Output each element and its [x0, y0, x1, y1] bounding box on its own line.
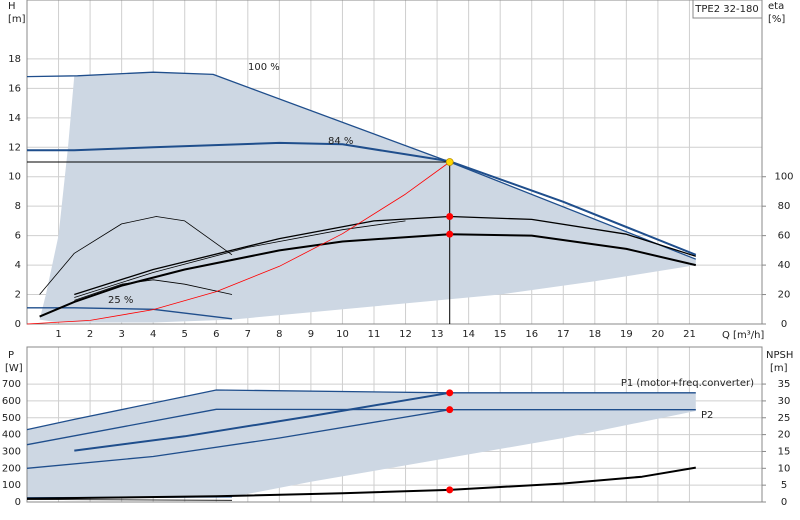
y-tick-label: 4	[15, 260, 21, 271]
curve	[74, 215, 696, 296]
y2-tick-label: 100	[774, 172, 793, 183]
x-tick-label: 1	[55, 329, 61, 340]
y-tick-label: 100	[2, 480, 21, 491]
curve	[74, 279, 233, 301]
y-tick-label: 12	[8, 142, 21, 153]
y2-axis-label: NPSH	[766, 350, 793, 361]
x-axis-label: Q [m³/h]	[722, 330, 764, 341]
y2-tick-label: 10	[778, 463, 791, 474]
x-tick-label: 8	[276, 329, 282, 340]
curve	[74, 220, 406, 298]
y-tick-label: 16	[8, 83, 21, 94]
duty-point	[446, 486, 454, 494]
y-tick-label: 10	[8, 172, 21, 183]
curve	[26, 71, 697, 260]
y-tick-label: 600	[2, 396, 21, 407]
curve-label: 25 %	[108, 295, 133, 306]
curve	[27, 141, 697, 256]
y2-tick-label: 25	[778, 413, 791, 424]
x-tick-label: 10	[336, 329, 349, 340]
y-tick-label: 500	[2, 413, 21, 424]
y-tick-label: 0	[15, 497, 21, 508]
x-tick-label: 2	[87, 329, 93, 340]
y-axis-unit: [m]	[8, 14, 26, 25]
curve	[26, 161, 450, 325]
curve	[39, 233, 697, 318]
curve	[27, 307, 233, 320]
x-tick-label: 5	[182, 329, 188, 340]
x-tick-label: 14	[462, 329, 475, 340]
curve	[26, 499, 233, 501]
curve-label: P1 (motor+freq.converter)	[621, 378, 754, 389]
y2-tick-label: 5	[781, 480, 787, 491]
curve-label: 100 %	[248, 62, 280, 73]
curve-label: 84 %	[328, 136, 353, 147]
operating-range	[27, 390, 696, 499]
y2-tick-label: 20	[778, 430, 791, 441]
curve	[26, 408, 696, 446]
y2-tick-label: 60	[778, 231, 791, 242]
curve	[39, 216, 233, 295]
y-tick-label: 18	[8, 54, 21, 65]
y-tick-label: 14	[8, 113, 21, 124]
x-tick-label: 6	[213, 329, 219, 340]
x-tick-label: 11	[368, 329, 381, 340]
y2-axis-unit: [%]	[768, 14, 785, 25]
y2-tick-label: 20	[778, 290, 791, 301]
chart-title: TPE2 32-180	[694, 4, 758, 15]
curve	[26, 389, 696, 431]
duty-point	[446, 389, 454, 397]
y-tick-label: 8	[15, 201, 21, 212]
x-tick-label: 4	[150, 329, 156, 340]
duty-point	[445, 158, 454, 166]
x-tick-label: 20	[652, 329, 665, 340]
y2-tick-label: 30	[778, 396, 791, 407]
curve	[26, 409, 450, 469]
y-tick-label: 300	[2, 446, 21, 457]
y-axis-unit: [W]	[5, 363, 23, 374]
x-tick-label: 12	[399, 329, 412, 340]
title-box	[692, 0, 763, 19]
x-tick-label: 3	[118, 329, 124, 340]
y2-axis-label: eta	[768, 1, 784, 12]
y2-tick-label: 0	[781, 319, 787, 330]
curve	[74, 391, 450, 452]
duty-point	[446, 212, 454, 220]
x-tick-label: 7	[245, 329, 251, 340]
x-tick-label: 21	[683, 329, 696, 340]
y2-tick-label: 35	[778, 379, 791, 390]
y-tick-label: 400	[2, 430, 21, 441]
x-tick-label: 9	[308, 329, 314, 340]
duty-point	[446, 406, 454, 414]
x-tick-label: 13	[431, 329, 444, 340]
y2-tick-label: 15	[778, 446, 791, 457]
y-tick-label: 2	[15, 290, 21, 301]
y-tick-label: 200	[2, 463, 21, 474]
operating-range	[39, 72, 696, 323]
curve-label: P2	[701, 410, 713, 421]
y-tick-label: 6	[15, 231, 21, 242]
x-tick-label: 16	[525, 329, 538, 340]
y2-tick-label: 0	[781, 497, 787, 508]
x-tick-label: 19	[620, 329, 633, 340]
y-axis-label: P	[8, 350, 14, 361]
y2-axis-unit: [m]	[770, 363, 788, 374]
x-tick-label: 18	[588, 329, 601, 340]
y-axis-label: H	[8, 1, 16, 12]
duty-point	[446, 230, 454, 238]
y2-tick-label: 80	[778, 201, 791, 212]
y2-tick-label: 40	[778, 260, 791, 271]
x-tick-label: 17	[557, 329, 570, 340]
y-tick-label: 700	[2, 379, 21, 390]
plot-frame	[26, 346, 763, 503]
x-tick-label: 15	[494, 329, 507, 340]
y-tick-label: 0	[15, 319, 21, 330]
